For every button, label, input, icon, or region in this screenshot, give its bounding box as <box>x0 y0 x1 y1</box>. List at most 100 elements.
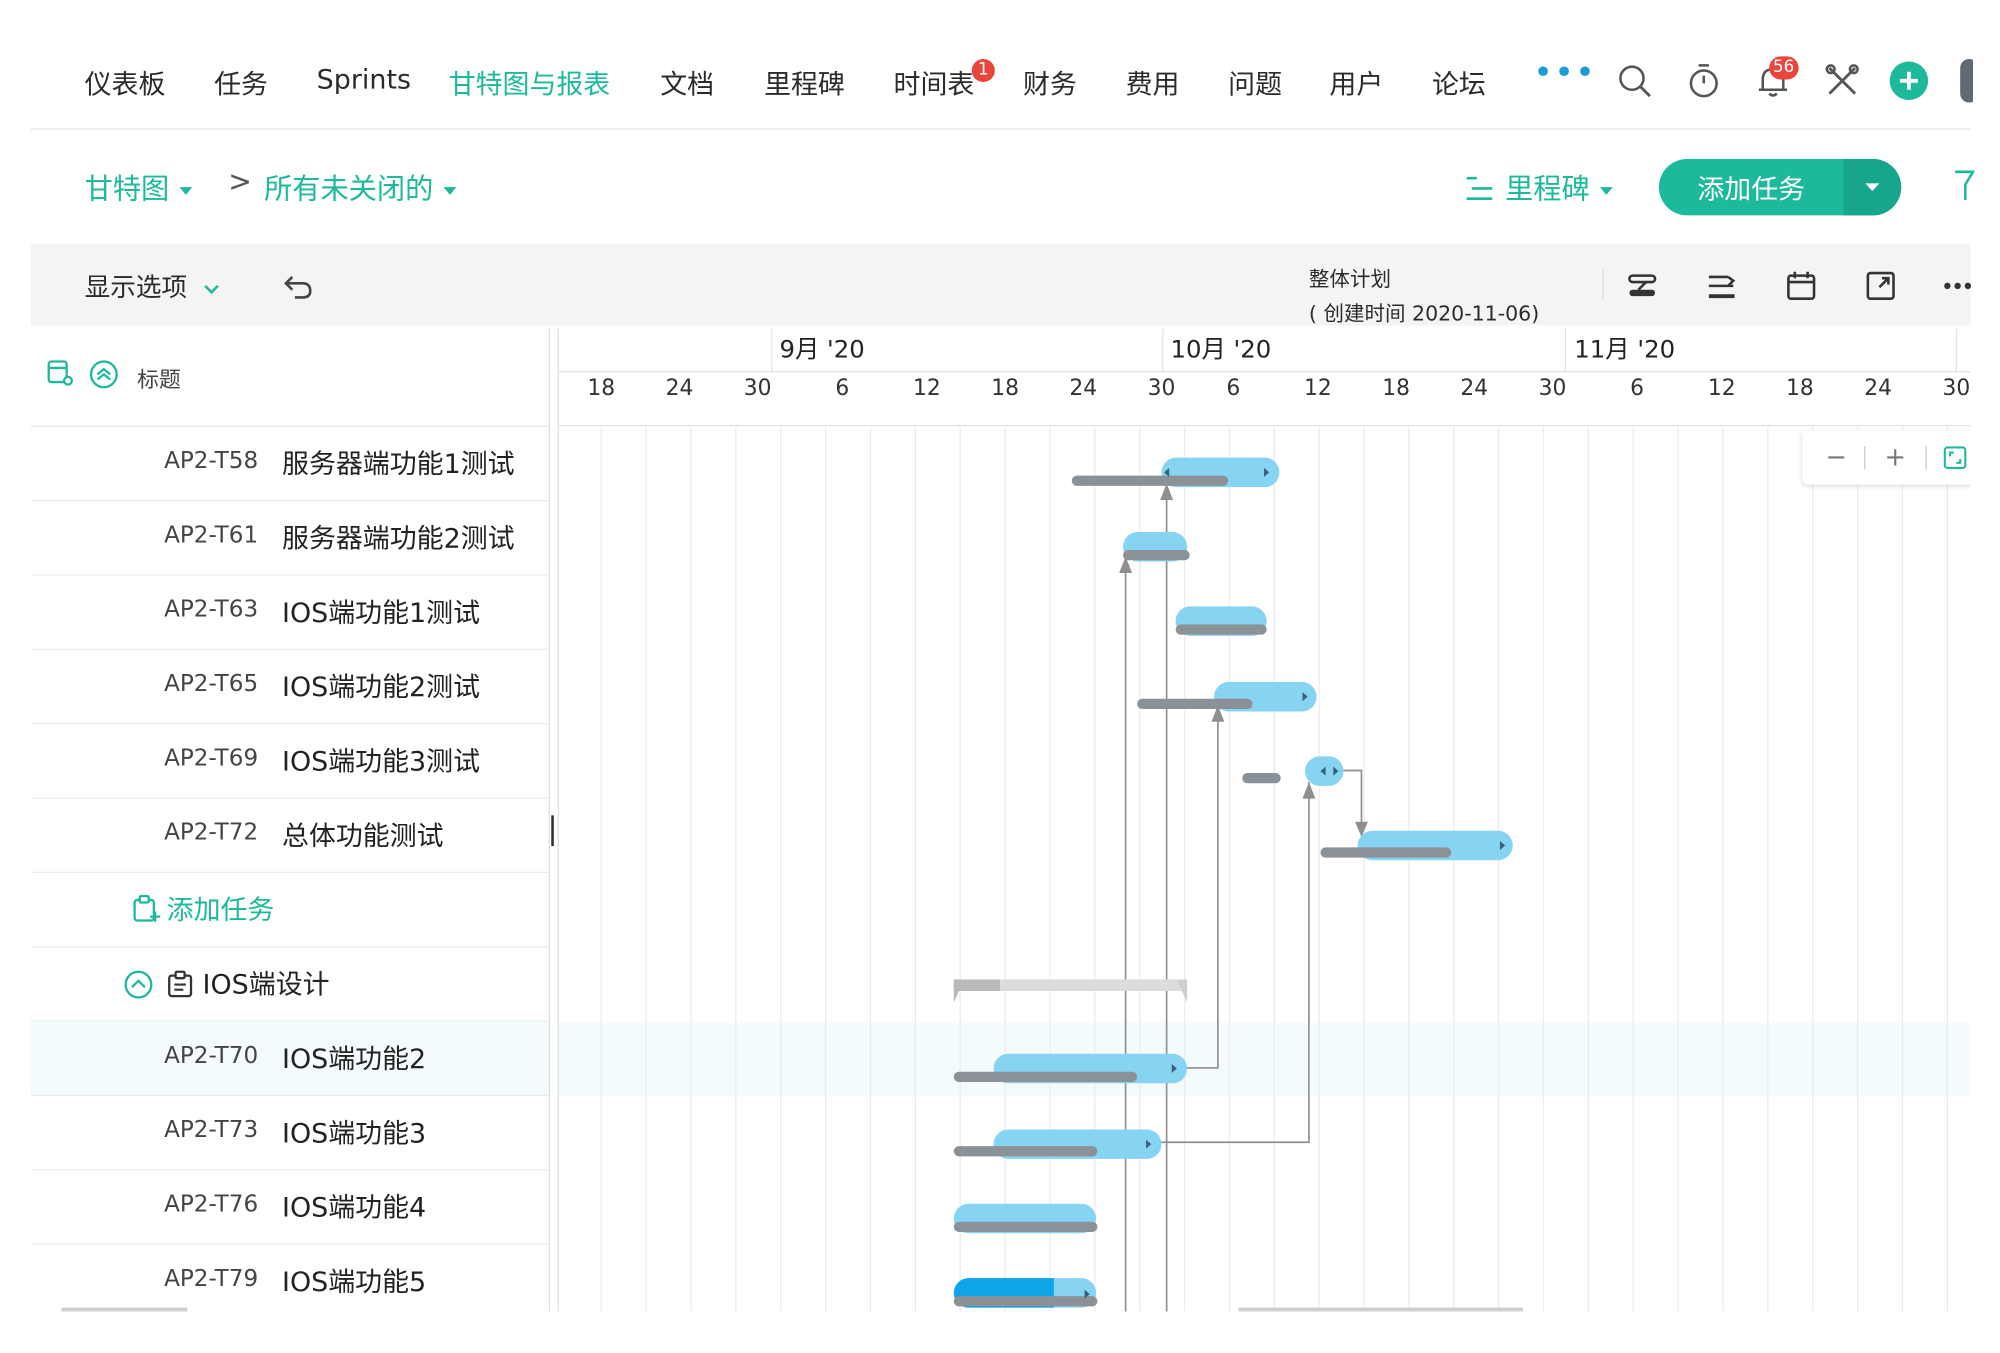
task-id[interactable]: AP2-T65 <box>164 670 259 698</box>
nav-gantt-reports[interactable]: 甘特图与报表 <box>448 69 611 100</box>
baseline-icon[interactable] <box>1705 269 1738 302</box>
gantt-toolbar: 显示选项 整体计划 ( 创建时间 2020-11-06) <box>30 243 1974 326</box>
task-id[interactable]: AP2-T72 <box>164 819 259 847</box>
tasklist-icon <box>168 970 193 998</box>
milestone-dropdown[interactable]: 里程碑 <box>1464 167 1613 208</box>
add-task-link[interactable]: 添加任务 <box>166 894 275 926</box>
task-row[interactable]: AP2-T79 IOS端功能5 <box>31 1245 549 1318</box>
gantt-scrollbar[interactable] <box>1238 1307 1524 1312</box>
task-row[interactable]: AP2-T69 IOS端功能3测试 <box>30 724 549 799</box>
notification-badge: 56 <box>1769 56 1799 80</box>
plan-created-date: ( 创建时间 2020-11-06) <box>1308 301 1540 326</box>
nav-users[interactable]: 用户 <box>1329 69 1384 100</box>
task-row[interactable]: AP2-T63 IOS端功能1测试 <box>30 576 549 650</box>
day-label: 24 <box>1069 375 1098 402</box>
task-id[interactable]: AP2-T73 <box>164 1116 259 1144</box>
add-task-label: 添加任务 <box>1697 174 1806 206</box>
day-label: 12 <box>913 375 941 402</box>
task-name[interactable]: IOS端功能5 <box>282 1266 427 1298</box>
add-task-button[interactable]: 添加任务 <box>1658 158 1902 216</box>
nav-milestones[interactable]: 里程碑 <box>764 69 845 100</box>
task-name[interactable]: IOS端功能3 <box>282 1117 427 1149</box>
timesheet-badge: 1 <box>971 58 995 83</box>
task-name[interactable]: IOS端功能2 <box>282 1043 427 1075</box>
nav-expenses[interactable]: 费用 <box>1125 69 1180 100</box>
task-name[interactable]: IOS端功能1测试 <box>282 597 481 629</box>
task-group-name[interactable]: IOS端设计 <box>202 969 330 1000</box>
breadcrumb-bar: 甘特图 > 所有未关闭的 里程碑 添加任务 <box>31 141 1975 231</box>
gantt-svg <box>558 328 1971 1312</box>
zoom-out-button[interactable]: − <box>1825 441 1848 472</box>
timer-icon[interactable] <box>1685 62 1723 100</box>
task-name[interactable]: IOS端功能4 <box>282 1192 427 1224</box>
display-options-label: 显示选项 <box>84 271 188 303</box>
tools-icon[interactable] <box>1823 62 1861 100</box>
column-settings-icon[interactable] <box>46 359 74 387</box>
add-circle-icon[interactable] <box>1888 60 1929 101</box>
breadcrumb-separator: > <box>228 166 252 199</box>
task-name[interactable]: IOS端功能2测试 <box>282 671 481 703</box>
task-id[interactable]: AP2-T79 <box>164 1265 259 1293</box>
pane-splitter[interactable] <box>548 328 559 1312</box>
filter-label: 所有未关闭的 <box>264 174 434 207</box>
search-icon[interactable] <box>1615 62 1653 100</box>
task-row[interactable]: AP2-T58 服务器端功能1测试 <box>30 427 549 502</box>
critical-path-icon[interactable] <box>1626 269 1659 302</box>
nav-timesheet[interactable]: 时间表 <box>893 69 975 100</box>
group-row[interactable]: IOS端设计 <box>30 947 549 1022</box>
task-id[interactable]: AP2-T63 <box>164 596 259 624</box>
nav-forum[interactable]: 论坛 <box>1431 69 1486 100</box>
add-task-dropdown[interactable] <box>1843 158 1902 216</box>
task-id[interactable]: AP2-T61 <box>164 521 259 549</box>
task-name[interactable]: 总体功能测试 <box>282 820 444 852</box>
fullscreen-icon[interactable] <box>1864 269 1897 302</box>
day-label: 12 <box>1707 375 1736 402</box>
chevron-down-icon <box>1865 183 1880 192</box>
day-label: 6 <box>1630 375 1645 402</box>
title-column-header: 标题 <box>137 367 181 394</box>
task-id[interactable]: AP2-T69 <box>164 744 259 772</box>
task-row[interactable]: AP2-T70 IOS端功能2 <box>30 1021 549 1097</box>
day-label: 30 <box>1538 375 1567 402</box>
nav-finance[interactable]: 财务 <box>1023 69 1077 100</box>
task-row[interactable]: AP2-T73 IOS端功能3 <box>30 1096 549 1171</box>
task-row[interactable]: AP2-T65 IOS端功能2测试 <box>30 650 549 725</box>
filter-dropdown[interactable]: 所有未关闭的 <box>264 167 457 208</box>
task-row[interactable]: AP2-T61 服务器端功能2测试 <box>30 501 549 576</box>
add-task-icon[interactable] <box>131 894 162 925</box>
add-task-row[interactable]: 添加任务 <box>30 873 549 948</box>
calendar-icon[interactable] <box>1785 269 1818 302</box>
more-menu-icon[interactable]: ••• <box>1533 53 1597 93</box>
task-name[interactable]: 服务器端功能1测试 <box>282 448 515 480</box>
day-label: 24 <box>665 375 694 402</box>
collapse-all-icon[interactable] <box>88 359 119 390</box>
task-list-scrollbar[interactable] <box>61 1307 188 1312</box>
task-row[interactable]: AP2-T76 IOS端功能4 <box>30 1170 549 1245</box>
filter-icon[interactable] <box>1954 169 1975 202</box>
gantt-view-dropdown[interactable]: 甘特图 <box>85 167 193 208</box>
more-options-icon[interactable] <box>1941 269 1974 302</box>
top-nav: 仪表板 任务 Sprints 甘特图与报表 文档 里程碑 时间表 1 财务 费用… <box>30 44 1973 130</box>
collapse-group-icon[interactable] <box>123 969 154 1000</box>
nav-sprints[interactable]: Sprints <box>316 64 412 95</box>
task-name[interactable]: 服务器端功能2测试 <box>282 523 515 554</box>
nav-issues[interactable]: 问题 <box>1228 69 1282 100</box>
task-id[interactable]: AP2-T58 <box>164 447 259 475</box>
zoom-controls: − + <box>1802 430 1971 485</box>
task-id[interactable]: AP2-T76 <box>164 1190 259 1218</box>
nav-tasks[interactable]: 任务 <box>214 69 268 100</box>
task-name[interactable]: IOS端功能3测试 <box>282 746 481 777</box>
day-label: 6 <box>1226 375 1241 402</box>
day-label: 18 <box>991 375 1019 402</box>
display-options-dropdown[interactable]: 显示选项 <box>85 267 221 304</box>
fit-to-screen-icon[interactable] <box>1943 446 1967 469</box>
zoom-in-button[interactable]: + <box>1884 441 1907 472</box>
task-id[interactable]: AP2-T70 <box>164 1042 259 1070</box>
nav-documents[interactable]: 文档 <box>660 69 715 100</box>
nav-dashboard[interactable]: 仪表板 <box>84 69 166 100</box>
undo-icon[interactable] <box>282 269 315 302</box>
task-row[interactable]: AP2-T72 总体功能测试 <box>30 799 549 874</box>
avatar[interactable] <box>1958 58 1973 103</box>
task-list: 标题 AP2-T58 服务器端功能1测试 AP2-T61 服务器端功能2测试 A… <box>30 328 549 1312</box>
